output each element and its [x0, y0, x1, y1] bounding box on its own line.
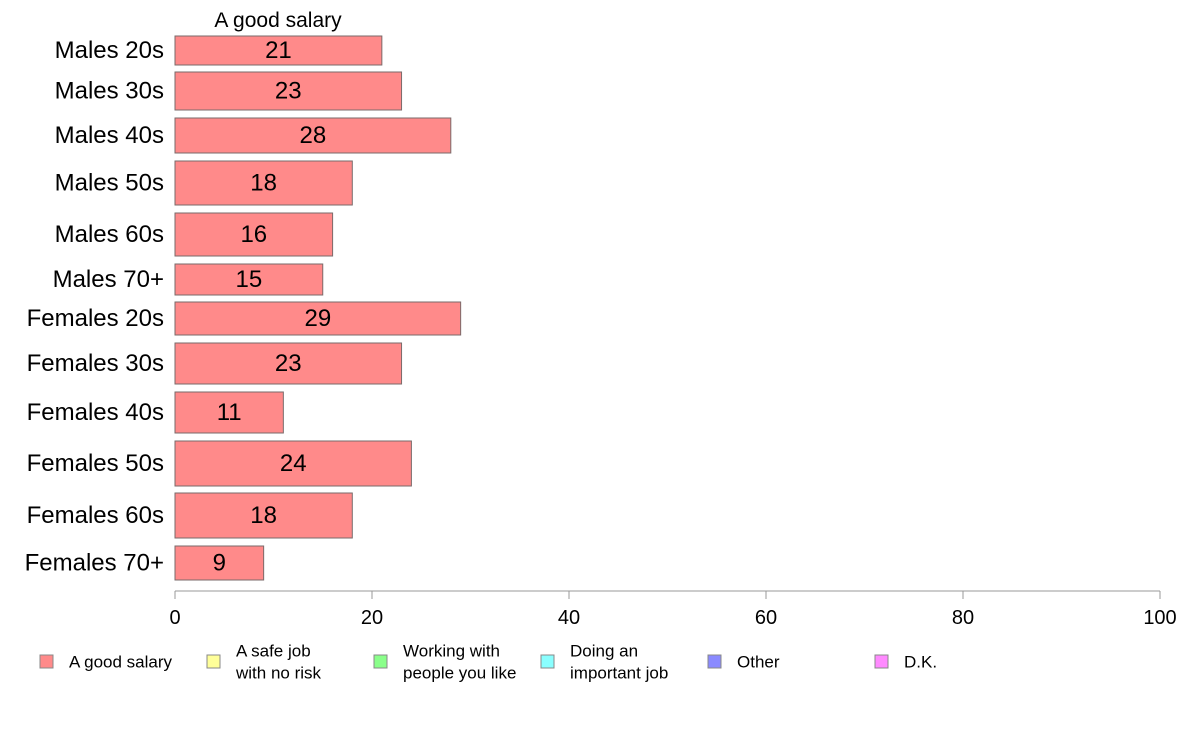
- bar-value-label: 18: [250, 502, 277, 529]
- bar: [174, 35, 383, 66]
- bar-value-label: 23: [275, 78, 302, 105]
- legend-swatch: [540, 654, 555, 669]
- category-label: Males 20s: [55, 37, 164, 64]
- legend-label: Working with: [403, 642, 500, 661]
- legend-label: D.K.: [904, 653, 937, 672]
- legend-label: people you like: [403, 664, 516, 683]
- bar: [174, 71, 403, 111]
- legend-swatch: [707, 654, 722, 669]
- category-label: Females 30s: [27, 350, 164, 377]
- legend-swatch: [874, 654, 889, 669]
- bar-value-label: 18: [250, 170, 277, 197]
- category-label: Females 60s: [27, 502, 164, 529]
- bar: [174, 440, 412, 487]
- category-label: Males 70+: [53, 266, 164, 293]
- bar: [174, 301, 462, 336]
- bar-value-label: 23: [275, 350, 302, 377]
- legend-label: A safe job: [236, 642, 311, 661]
- category-label: Females 70+: [25, 550, 164, 577]
- legend-label: Other: [737, 653, 780, 672]
- x-axis: 0 20 40 60 80 100: [169, 590, 1177, 629]
- bar: [174, 492, 353, 539]
- legend-swatch: [206, 654, 221, 669]
- legend-swatch: [373, 654, 388, 669]
- bar-value-label: 29: [304, 305, 331, 332]
- bar-value-label: 24: [280, 450, 307, 477]
- bar: [174, 212, 334, 257]
- category-label: Males 50s: [55, 170, 164, 197]
- series-title: A good salary: [214, 9, 342, 32]
- bar: [174, 117, 452, 154]
- legend-label: A good salary: [69, 653, 173, 672]
- x-tick-label: 0: [169, 607, 180, 629]
- x-tick-label: 100: [1143, 607, 1176, 629]
- bar: [174, 342, 403, 385]
- bar-value-label: 9: [213, 550, 226, 577]
- category-label: Males 30s: [55, 78, 164, 105]
- bar: [174, 160, 353, 206]
- x-tick-label: 80: [952, 607, 974, 629]
- bar-value-label: 16: [240, 221, 267, 248]
- bar-value-label: 28: [300, 122, 327, 149]
- bar-value-label: 15: [236, 266, 263, 293]
- bar-value-label: 21: [265, 37, 292, 64]
- category-label: Females 40s: [27, 399, 164, 426]
- category-label: Females 50s: [27, 450, 164, 477]
- x-tick-label: 20: [361, 607, 383, 629]
- x-tick-label: 60: [755, 607, 777, 629]
- legend-label: important job: [570, 664, 668, 683]
- legend-swatch: [39, 654, 54, 669]
- legend-label: with no risk: [235, 664, 322, 683]
- x-tick-label: 40: [558, 607, 580, 629]
- bar-value-label: 11: [217, 399, 242, 426]
- bar: [174, 545, 265, 581]
- category-labels: Males 20s Males 30s Males 40s Males 50s Male…: [25, 37, 164, 577]
- bar: [174, 263, 324, 296]
- legend: A good salary A safe job with no risk Worki…: [39, 642, 937, 683]
- bar: [174, 391, 284, 434]
- category-label: Females 20s: [27, 305, 164, 332]
- category-label: Males 40s: [55, 122, 164, 149]
- legend-label: Doing an: [570, 642, 638, 661]
- category-label: Males 60s: [55, 221, 164, 248]
